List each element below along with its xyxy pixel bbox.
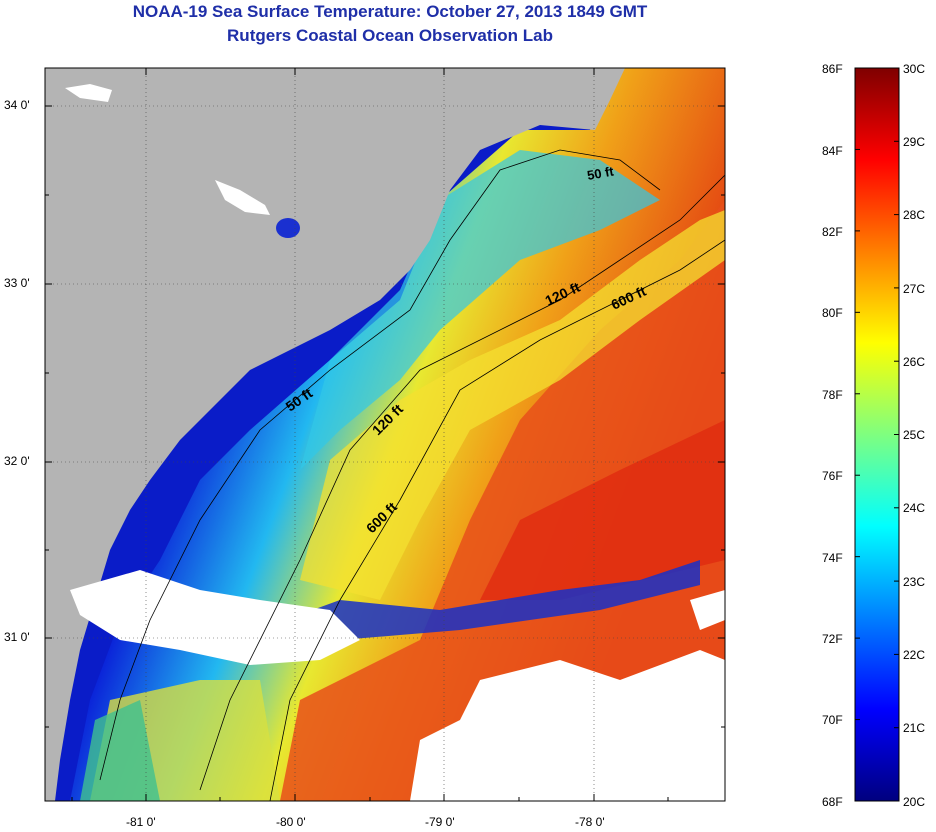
- cbar-f-76: 76F: [822, 469, 843, 483]
- map-frame: [44, 67, 726, 802]
- cbar-c-20: 20C: [903, 795, 926, 809]
- lat-label-32: 32 0': [4, 454, 30, 468]
- cbar-f-74: 74F: [822, 551, 843, 565]
- warm-core: [480, 420, 725, 600]
- lon-label-78: -78 0': [575, 815, 605, 829]
- cbar-f-72: 72F: [822, 632, 843, 646]
- cbar-f-70: 70F: [822, 713, 843, 727]
- lat-label-33: 33 0': [4, 276, 30, 290]
- cloud-patch-1: [70, 570, 360, 665]
- cbar-c-23: 23C: [903, 575, 926, 589]
- southern-green: [80, 700, 160, 801]
- cyan-band: [300, 150, 660, 470]
- isobath-120ft: [199, 174, 725, 791]
- cbar-c-29: 29C: [903, 135, 926, 149]
- cbar-c-27: 27C: [903, 282, 926, 296]
- cbar-c-25: 25C: [903, 428, 926, 442]
- cbar-c-21: 21C: [903, 721, 926, 735]
- cbar-f-78: 78F: [822, 388, 843, 402]
- cbar-c-30: 30C: [903, 62, 926, 76]
- lat-lon-grid: [45, 68, 725, 801]
- lat-label-31: 31 0': [4, 630, 30, 644]
- cbar-f-84: 84F: [822, 144, 843, 158]
- axis-ticks: [45, 68, 725, 801]
- cbar-f-80: 80F: [822, 306, 843, 320]
- cbar-c-24: 24C: [903, 501, 926, 515]
- cloud-patch-2: [410, 650, 725, 801]
- isobath-600ft: [269, 239, 725, 801]
- cbar-f-86: 86F: [822, 62, 843, 76]
- isobath-50ft: [99, 149, 661, 781]
- cbar-c-28: 28C: [903, 208, 926, 222]
- inland-water: [276, 218, 300, 238]
- cloud-patch-3: [215, 180, 270, 215]
- map-title: NOAA-19 Sea Surface Temperature: October…: [132, 2, 648, 21]
- lat-label-34: 34 0': [4, 98, 30, 112]
- gulf-stream-warm-water: [280, 200, 725, 801]
- cbar-c-26: 26C: [903, 355, 926, 369]
- lon-label-80: -80 0': [276, 815, 306, 829]
- cbar-f-68: 68F: [822, 795, 843, 809]
- land: [45, 68, 625, 801]
- lon-label-81: -81 0': [126, 815, 156, 829]
- isobath-label-50ft-north: 50 ft: [586, 163, 616, 183]
- lon-label-79: -79 0': [425, 815, 455, 829]
- cbar-f-82: 82F: [822, 225, 843, 239]
- cold-stripe: [230, 560, 700, 640]
- map-subtitle: Rutgers Coastal Ocean Observation Lab: [227, 26, 553, 45]
- yellow-band: [300, 210, 725, 600]
- cloud-patch-5: [690, 590, 725, 630]
- cloud-patch-4: [65, 84, 112, 102]
- cbar-c-22: 22C: [903, 648, 926, 662]
